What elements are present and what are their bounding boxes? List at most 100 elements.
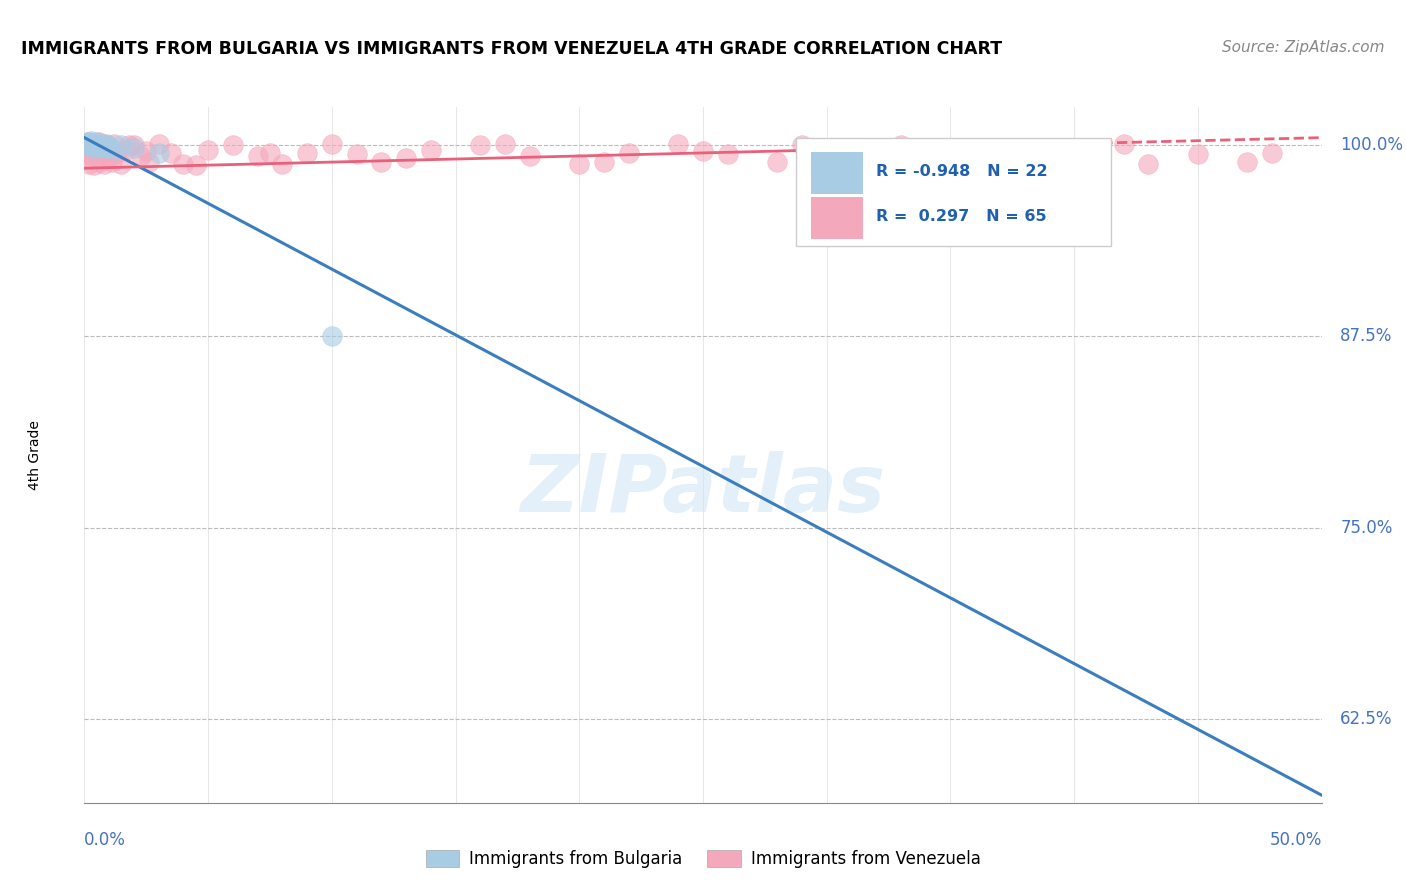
Point [1112, 136, 1135, 151]
Point [271, 156, 294, 170]
Text: ZIPatlas: ZIPatlas [520, 450, 886, 529]
Point [79, 134, 101, 148]
Point [89, 136, 111, 151]
Point [197, 143, 219, 157]
Point [103, 143, 125, 157]
Point [593, 155, 616, 169]
Text: 0.0%: 0.0% [84, 830, 127, 848]
Point [98, 140, 121, 154]
FancyBboxPatch shape [811, 153, 863, 194]
Point [184, 158, 207, 172]
Point [90, 138, 112, 153]
Point [91, 140, 114, 154]
Point [395, 151, 418, 165]
Point [90, 143, 112, 157]
Point [91, 136, 114, 151]
Point [76, 145, 98, 160]
Point [470, 138, 492, 153]
Point [100, 155, 122, 169]
Point [79, 138, 101, 153]
Point [93, 138, 115, 153]
Point [1236, 155, 1258, 169]
Point [1063, 145, 1085, 160]
Text: R = -0.948   N = 22: R = -0.948 N = 22 [876, 164, 1047, 179]
Point [370, 155, 392, 169]
Point [86, 135, 108, 149]
Point [148, 145, 170, 160]
Point [79, 156, 101, 170]
Point [93, 156, 115, 170]
Point [988, 156, 1011, 170]
Point [295, 145, 318, 160]
Point [494, 136, 516, 151]
Point [83, 158, 105, 172]
Point [96, 138, 118, 153]
Text: 62.5%: 62.5% [1340, 710, 1393, 728]
Point [122, 141, 145, 155]
Point [519, 149, 541, 163]
Point [890, 138, 912, 153]
Point [617, 145, 640, 160]
Point [94, 145, 117, 160]
Point [148, 136, 170, 151]
Text: 4th Grade: 4th Grade [28, 420, 42, 490]
Point [1187, 147, 1209, 161]
Point [259, 145, 281, 160]
Point [87, 138, 110, 153]
Point [1137, 156, 1160, 170]
Point [84, 141, 107, 155]
Point [77, 135, 100, 149]
Point [105, 145, 128, 160]
Point [790, 138, 813, 153]
Text: 75.0%: 75.0% [1340, 518, 1392, 537]
Point [79, 138, 101, 153]
Point [692, 145, 714, 159]
Text: R =  0.297   N = 65: R = 0.297 N = 65 [876, 210, 1047, 225]
Point [321, 136, 343, 151]
Point [80, 149, 103, 163]
Point [246, 149, 269, 163]
Point [666, 136, 689, 151]
Point [129, 149, 152, 163]
Point [118, 138, 141, 153]
Point [766, 155, 789, 169]
Text: 87.5%: 87.5% [1340, 327, 1392, 345]
Legend: Immigrants from Bulgaria, Immigrants from Venezuela: Immigrants from Bulgaria, Immigrants fro… [419, 843, 987, 874]
Point [346, 147, 368, 161]
Point [84, 140, 107, 154]
Point [135, 145, 157, 159]
Point [115, 143, 138, 157]
Text: IMMIGRANTS FROM BULGARIA VS IMMIGRANTS FROM VENEZUELA 4TH GRADE CORRELATION CHAR: IMMIGRANTS FROM BULGARIA VS IMMIGRANTS F… [21, 40, 1002, 58]
Point [96, 136, 118, 151]
Point [122, 138, 145, 153]
Point [110, 138, 132, 153]
Point [89, 141, 111, 155]
Point [222, 138, 245, 153]
Point [419, 143, 441, 157]
Text: Source: ZipAtlas.com: Source: ZipAtlas.com [1222, 40, 1385, 55]
Point [87, 147, 110, 161]
Point [82, 136, 104, 151]
Point [89, 155, 111, 169]
Point [160, 145, 183, 160]
Point [83, 138, 105, 153]
Point [1014, 149, 1036, 163]
FancyBboxPatch shape [811, 197, 863, 239]
Point [94, 141, 117, 155]
Point [77, 135, 100, 149]
Point [321, 329, 343, 343]
Point [80, 141, 103, 155]
Point [138, 155, 160, 169]
Point [89, 135, 111, 149]
Point [110, 156, 132, 170]
Text: 100.0%: 100.0% [1340, 136, 1403, 154]
Point [98, 151, 121, 165]
FancyBboxPatch shape [796, 138, 1111, 246]
Point [1261, 145, 1284, 160]
Point [568, 156, 591, 170]
Point [172, 156, 194, 170]
Point [717, 147, 740, 161]
Text: 50.0%: 50.0% [1270, 830, 1322, 848]
Point [103, 136, 125, 151]
Point [815, 143, 838, 157]
